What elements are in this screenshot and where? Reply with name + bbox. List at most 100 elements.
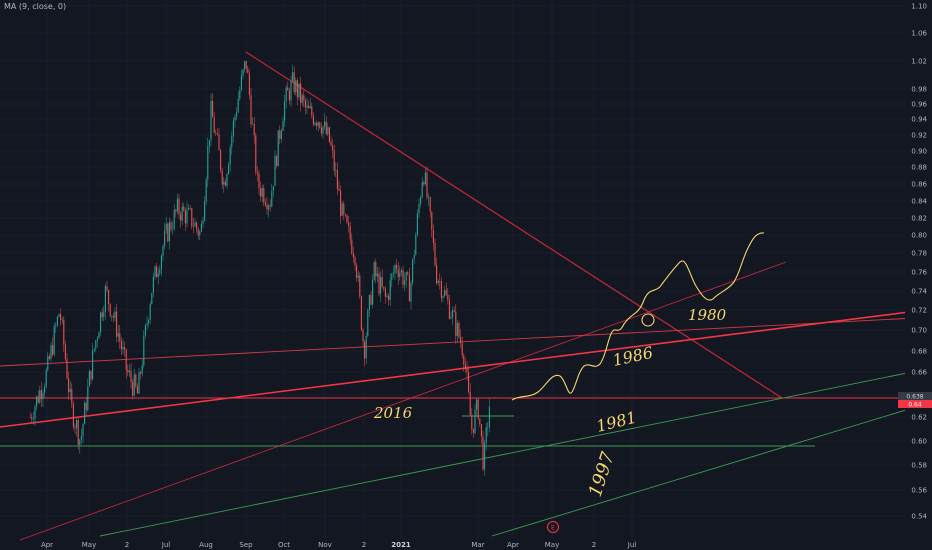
- candle-body: [45, 369, 47, 387]
- candle-body: [469, 392, 471, 416]
- candle-body: [36, 396, 38, 407]
- candle-body: [388, 295, 390, 301]
- event-marker-circle[interactable]: [547, 521, 559, 533]
- y-axis[interactable]: 1.10 1.06 1.02 0.98 0.96 0.94 0.92 0.90 0.88 0.86…: [905, 0, 932, 550]
- candle-body: [269, 205, 271, 207]
- candle-body: [472, 428, 474, 433]
- candle-body: [399, 272, 401, 278]
- candle-body: [52, 345, 54, 355]
- candle-body: [66, 359, 68, 379]
- candle-body: [298, 83, 300, 98]
- candle-body: [284, 100, 286, 121]
- candle-body: [264, 202, 266, 206]
- candle-body: [164, 230, 166, 247]
- candle-body: [56, 316, 58, 326]
- candle-body: [231, 136, 233, 148]
- candle-body: [148, 319, 150, 324]
- candle-body: [445, 290, 447, 295]
- candle-body: [453, 310, 455, 312]
- candle-body: [309, 106, 311, 109]
- candle-body: [40, 390, 42, 399]
- candle-body: [160, 255, 162, 271]
- candle-body: [90, 370, 92, 380]
- hand-drawn-annotations: 2016 1981 1997 1986 1980: [373, 232, 765, 500]
- candle-body: [450, 317, 452, 319]
- candle-body: [87, 386, 89, 410]
- candle-body: [314, 122, 316, 125]
- candle-body: [74, 426, 76, 428]
- candle-body: [221, 170, 223, 185]
- candle-body: [120, 341, 122, 350]
- x-tick-label: 2021: [391, 541, 411, 549]
- candle-body: [458, 322, 460, 338]
- candle-body: [373, 262, 375, 280]
- candle-body: [192, 226, 194, 227]
- candle-body: [215, 132, 217, 134]
- y-tick-label: 0.90: [911, 148, 927, 156]
- candle-body: [325, 121, 327, 135]
- candle-body: [175, 209, 177, 212]
- candle-body: [205, 179, 207, 202]
- x-axis[interactable]: Apr May 2 Jul Aug Sep Oct Nov 2 2021 Mar Apr May 2 Jul: [41, 541, 636, 549]
- candle-body: [367, 309, 369, 336]
- candle-body: [303, 95, 305, 101]
- candle-body: [375, 262, 377, 277]
- candle-body: [253, 123, 255, 136]
- candle-body: [381, 276, 383, 287]
- y-tick-label: 0.68: [911, 348, 927, 356]
- candle-body: [322, 126, 324, 134]
- candle-body: [106, 286, 108, 291]
- candle-body: [482, 436, 484, 470]
- candle-body: [236, 112, 238, 117]
- candle-body: [125, 349, 127, 370]
- candle-body: [39, 390, 41, 403]
- candle-body: [199, 231, 201, 236]
- candle-body: [186, 209, 188, 224]
- y-tick-label: 0.56: [911, 487, 927, 495]
- candle-body: [341, 203, 343, 216]
- candle-body: [208, 140, 210, 146]
- y-tick-label: 0.76: [911, 269, 927, 277]
- x-tick-label: Apr: [41, 541, 53, 549]
- candle-body: [266, 205, 268, 210]
- candle-body: [181, 206, 183, 221]
- candle-body: [122, 347, 124, 350]
- candle-body: [224, 181, 226, 186]
- candle-body: [442, 296, 444, 298]
- candle-body: [364, 341, 366, 359]
- candle-body: [383, 286, 385, 289]
- candle-body: [234, 116, 236, 121]
- candle-body: [144, 325, 146, 336]
- candle-body: [461, 343, 463, 356]
- candle-body: [274, 155, 276, 187]
- x-tick-label: Sep: [239, 541, 253, 549]
- candle-body: [172, 228, 174, 230]
- y-tick-label: 0.54: [911, 513, 927, 521]
- candle-body: [440, 281, 442, 298]
- candle-body: [189, 207, 191, 209]
- candle-body: [360, 296, 362, 330]
- indicator-label[interactable]: MA (9, close, 0): [4, 2, 67, 11]
- candle-body: [37, 396, 39, 403]
- candle-body: [447, 294, 449, 300]
- candle-body: [365, 335, 367, 359]
- candle-body: [260, 188, 262, 197]
- candle-body: [53, 326, 55, 355]
- candle-body: [288, 90, 290, 101]
- candle-body: [156, 266, 158, 278]
- candle-body: [250, 94, 252, 124]
- candle-body: [357, 275, 359, 278]
- candle-body: [159, 270, 161, 274]
- candle-body: [119, 333, 121, 342]
- candle-body: [76, 420, 78, 428]
- candle-body: [384, 288, 386, 297]
- candle-body: [108, 290, 110, 304]
- y-tick-label: 0.96: [911, 101, 927, 109]
- event-marker[interactable]: E: [547, 521, 559, 533]
- chart-grid: [0, 0, 905, 538]
- candle-body: [485, 427, 487, 444]
- candle-body: [133, 374, 135, 396]
- candle-body: [237, 98, 239, 113]
- candle-body: [352, 253, 354, 258]
